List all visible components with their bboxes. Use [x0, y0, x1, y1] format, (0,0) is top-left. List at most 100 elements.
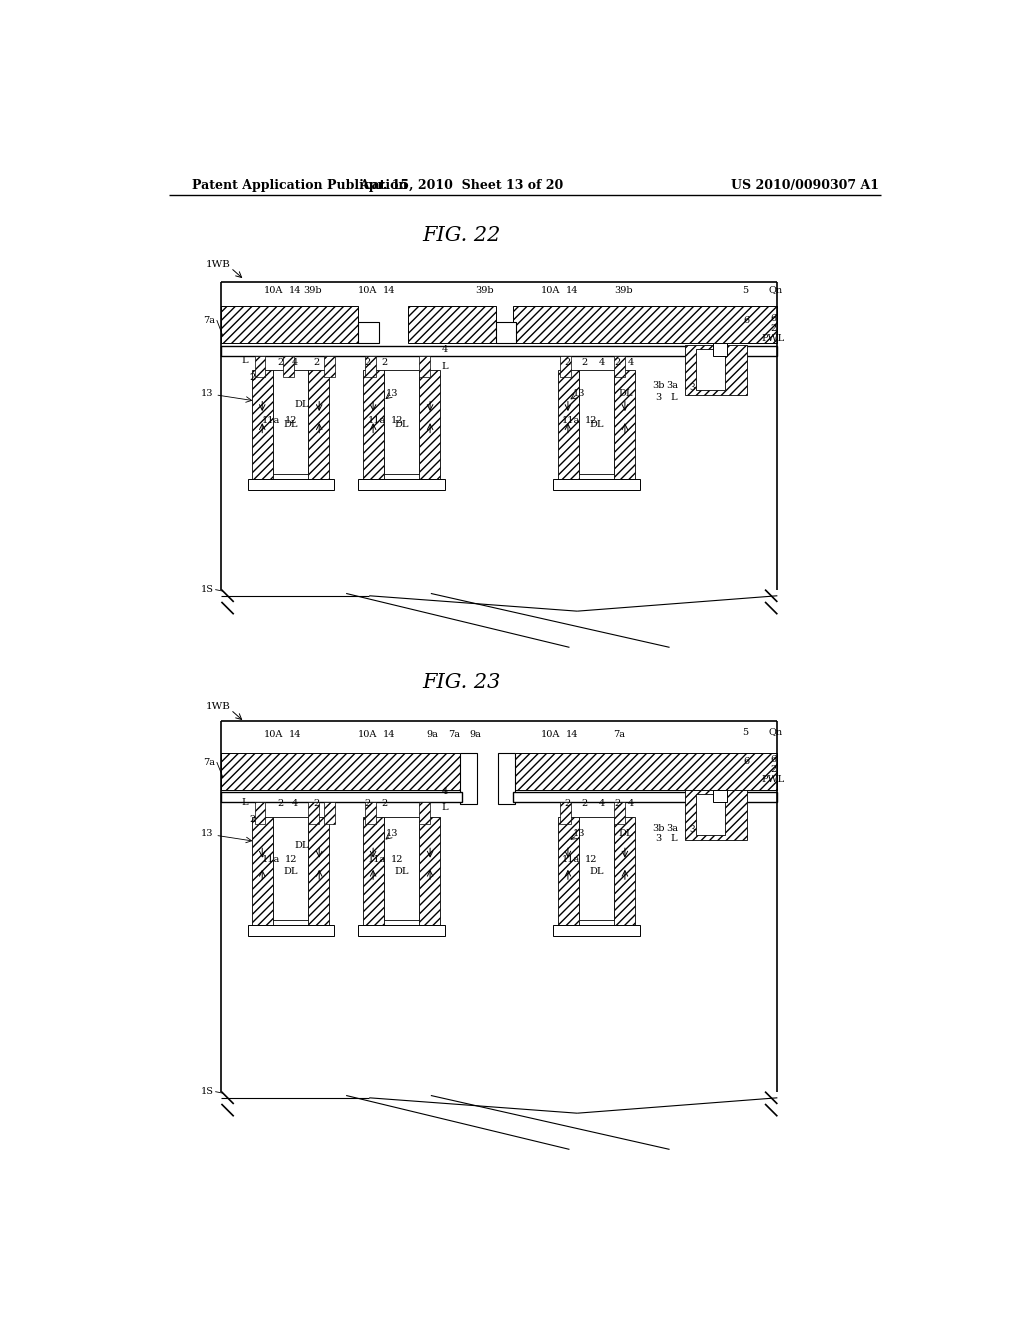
Text: 2: 2 — [614, 799, 622, 808]
Bar — [513, 306, 777, 343]
Text: 2: 2 — [614, 358, 622, 367]
Bar — [558, 371, 579, 479]
Text: 2: 2 — [313, 358, 321, 367]
Text: L: L — [441, 803, 449, 812]
Bar — [460, 752, 515, 789]
Bar — [419, 355, 430, 378]
Bar — [248, 479, 334, 490]
Text: 7a: 7a — [447, 730, 460, 739]
Text: 2: 2 — [382, 358, 388, 367]
Bar — [614, 355, 625, 378]
Bar — [419, 371, 440, 479]
Bar — [460, 752, 477, 804]
Text: 3a: 3a — [667, 381, 679, 389]
Text: L: L — [671, 834, 678, 842]
Text: 3: 3 — [690, 383, 695, 392]
Bar — [419, 803, 430, 824]
Text: 2: 2 — [249, 374, 255, 383]
Bar — [419, 817, 440, 925]
Text: 39b: 39b — [304, 286, 323, 296]
Bar — [553, 479, 640, 490]
Text: 2: 2 — [581, 799, 587, 808]
Text: 13: 13 — [572, 389, 585, 397]
Bar — [685, 345, 746, 395]
Text: 2: 2 — [313, 799, 321, 808]
Text: 12: 12 — [391, 416, 403, 425]
Text: DL: DL — [284, 867, 298, 875]
Bar — [498, 752, 515, 804]
Bar — [366, 803, 376, 824]
Text: 14: 14 — [383, 730, 395, 739]
Text: 12: 12 — [585, 416, 597, 425]
Text: 10A: 10A — [358, 286, 378, 296]
Text: 3: 3 — [690, 825, 695, 834]
Text: DL: DL — [284, 420, 298, 429]
Text: 13: 13 — [202, 829, 214, 838]
Bar — [358, 322, 379, 343]
Text: 10A: 10A — [263, 730, 283, 739]
Bar — [714, 343, 727, 355]
Text: 4: 4 — [292, 358, 298, 367]
Text: 11a: 11a — [562, 854, 581, 863]
Bar — [324, 355, 335, 378]
Text: 6: 6 — [770, 314, 776, 323]
Text: 2: 2 — [565, 799, 571, 808]
Text: 4: 4 — [599, 358, 605, 367]
Text: 2: 2 — [278, 358, 284, 367]
Text: 39b: 39b — [475, 286, 494, 296]
Text: Qn: Qn — [769, 285, 783, 294]
Text: 10A: 10A — [541, 730, 560, 739]
Text: DL: DL — [618, 389, 633, 397]
Text: 1S: 1S — [201, 585, 214, 594]
Text: 4: 4 — [628, 799, 634, 808]
Text: 14: 14 — [565, 730, 578, 739]
Bar — [714, 789, 727, 803]
Text: 13: 13 — [386, 389, 398, 397]
Text: 1WB: 1WB — [206, 260, 230, 269]
Text: 2: 2 — [278, 799, 284, 808]
Text: DL: DL — [589, 867, 604, 875]
Text: DL: DL — [294, 841, 309, 850]
Bar — [364, 371, 384, 479]
Text: PWL: PWL — [762, 775, 785, 784]
Text: 4: 4 — [292, 799, 298, 808]
Bar — [384, 817, 419, 920]
Bar — [358, 925, 444, 936]
Text: L: L — [671, 392, 678, 401]
Text: 3: 3 — [655, 392, 662, 401]
Text: 14: 14 — [383, 286, 395, 296]
Bar — [255, 803, 265, 824]
Text: 2: 2 — [770, 766, 776, 775]
Text: 4: 4 — [441, 787, 447, 796]
Text: 3: 3 — [655, 834, 662, 842]
Bar — [560, 355, 571, 378]
Text: 6: 6 — [743, 315, 750, 325]
Bar — [614, 817, 635, 925]
Bar — [283, 355, 294, 378]
Text: 4: 4 — [628, 358, 634, 367]
Text: 14: 14 — [289, 286, 301, 296]
Text: DL: DL — [394, 420, 409, 429]
Text: 2: 2 — [382, 799, 388, 808]
Text: 1WB: 1WB — [206, 702, 230, 711]
Text: 12: 12 — [585, 854, 597, 863]
Bar — [579, 371, 614, 474]
Text: 2: 2 — [365, 358, 371, 367]
Bar — [221, 306, 358, 343]
Text: 10A: 10A — [358, 730, 378, 739]
Text: PWL: PWL — [762, 334, 785, 343]
Text: 13: 13 — [202, 389, 214, 397]
Text: 13: 13 — [386, 829, 398, 838]
Text: FIG. 22: FIG. 22 — [423, 226, 501, 246]
Text: 3a: 3a — [667, 824, 679, 833]
Bar — [308, 817, 330, 925]
Text: L: L — [242, 355, 248, 364]
Text: 7a: 7a — [203, 758, 215, 767]
Bar — [255, 355, 265, 378]
Text: 12: 12 — [285, 416, 297, 425]
Bar — [614, 803, 625, 824]
Bar — [513, 792, 777, 803]
Bar — [308, 803, 319, 824]
Bar — [695, 350, 725, 391]
Text: 4: 4 — [599, 799, 605, 808]
